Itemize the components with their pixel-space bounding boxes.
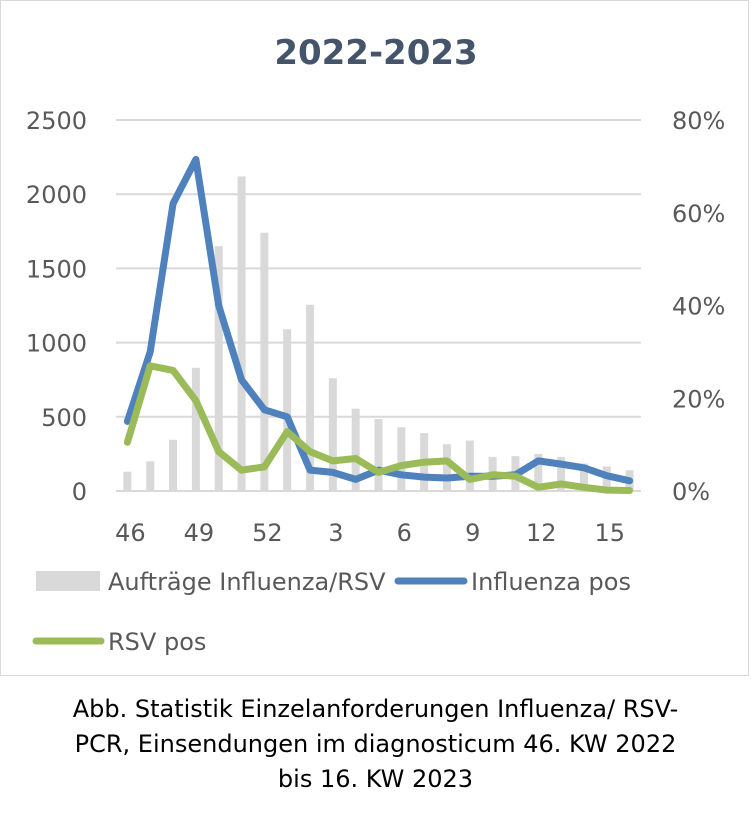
left-axis-ticks: 0 500 1000 1500 2000 2500	[26, 107, 87, 506]
figure-caption: Abb. Statistik Einzelanforderungen Influ…	[0, 692, 751, 797]
right-tick-label: 20%	[672, 385, 725, 413]
x-tick-label: 15	[594, 519, 625, 547]
caption-line-1: Abb. Statistik Einzelanforderungen Influ…	[72, 695, 679, 723]
bar-orders	[237, 176, 246, 491]
bar-orders	[214, 246, 223, 491]
legend-swatch-orders	[36, 571, 100, 591]
x-tick-label: 52	[252, 519, 283, 547]
bar-orders	[351, 408, 360, 491]
bar-orders	[306, 304, 315, 491]
legend: Aufträge Influenza/RSV Influenza pos RSV…	[32, 568, 631, 656]
legend-label-orders: Aufträge Influenza/RSV	[108, 568, 386, 596]
legend-label-influenza: Influenza pos	[471, 568, 631, 596]
caption-line-2: PCR, Einsendungen im diagnosticum 46. KW…	[74, 730, 677, 758]
caption-line-3: bis 16. KW 2023	[277, 765, 474, 793]
left-tick-label: 500	[41, 404, 87, 432]
left-tick-label: 2000	[26, 181, 87, 209]
right-tick-label: 0%	[672, 478, 710, 506]
bar-orders	[442, 444, 451, 491]
bar-orders	[534, 453, 543, 491]
bar-series	[123, 176, 634, 491]
x-tick-label: 6	[397, 519, 412, 547]
chart-title: 2022-2023	[274, 33, 477, 73]
left-tick-label: 0	[72, 478, 87, 506]
x-axis-ticks: 46 49 52 3 6 9 12 15	[115, 519, 625, 547]
right-tick-label: 40%	[672, 293, 725, 321]
bar-orders	[397, 427, 406, 491]
line-series	[123, 155, 634, 494]
bar-orders	[123, 471, 132, 491]
right-axis-ticks: 0% 20% 40% 60% 80%	[672, 107, 725, 506]
left-tick-label: 1000	[26, 330, 87, 358]
x-tick-label: 46	[115, 519, 146, 547]
bar-orders	[191, 367, 200, 491]
bar-orders	[260, 232, 269, 491]
bar-orders	[465, 440, 474, 491]
x-tick-label: 9	[465, 519, 480, 547]
bar-orders	[374, 419, 383, 491]
bar-orders	[169, 439, 178, 491]
bar-orders	[146, 461, 155, 491]
bar-orders	[283, 329, 292, 491]
legend-label-rsv: RSV pos	[108, 628, 206, 656]
chart-frame: 2022-2023 0 500 1000 1500 2000 2500 0% 20% 40% 6…	[0, 0, 749, 676]
right-tick-label: 60%	[672, 200, 725, 228]
chart: 2022-2023 0 500 1000 1500 2000 2500 0% 20% 40% 6…	[26, 33, 725, 656]
right-tick-label: 80%	[672, 107, 725, 135]
bar-orders	[328, 378, 337, 491]
left-tick-label: 1500	[26, 255, 87, 283]
x-tick-label: 3	[328, 519, 343, 547]
bar-orders	[557, 456, 566, 491]
x-tick-label: 49	[184, 519, 215, 547]
line-rsv-pos	[123, 362, 634, 494]
x-tick-label: 12	[526, 519, 557, 547]
left-tick-label: 2500	[26, 107, 87, 135]
bar-orders	[579, 463, 588, 491]
